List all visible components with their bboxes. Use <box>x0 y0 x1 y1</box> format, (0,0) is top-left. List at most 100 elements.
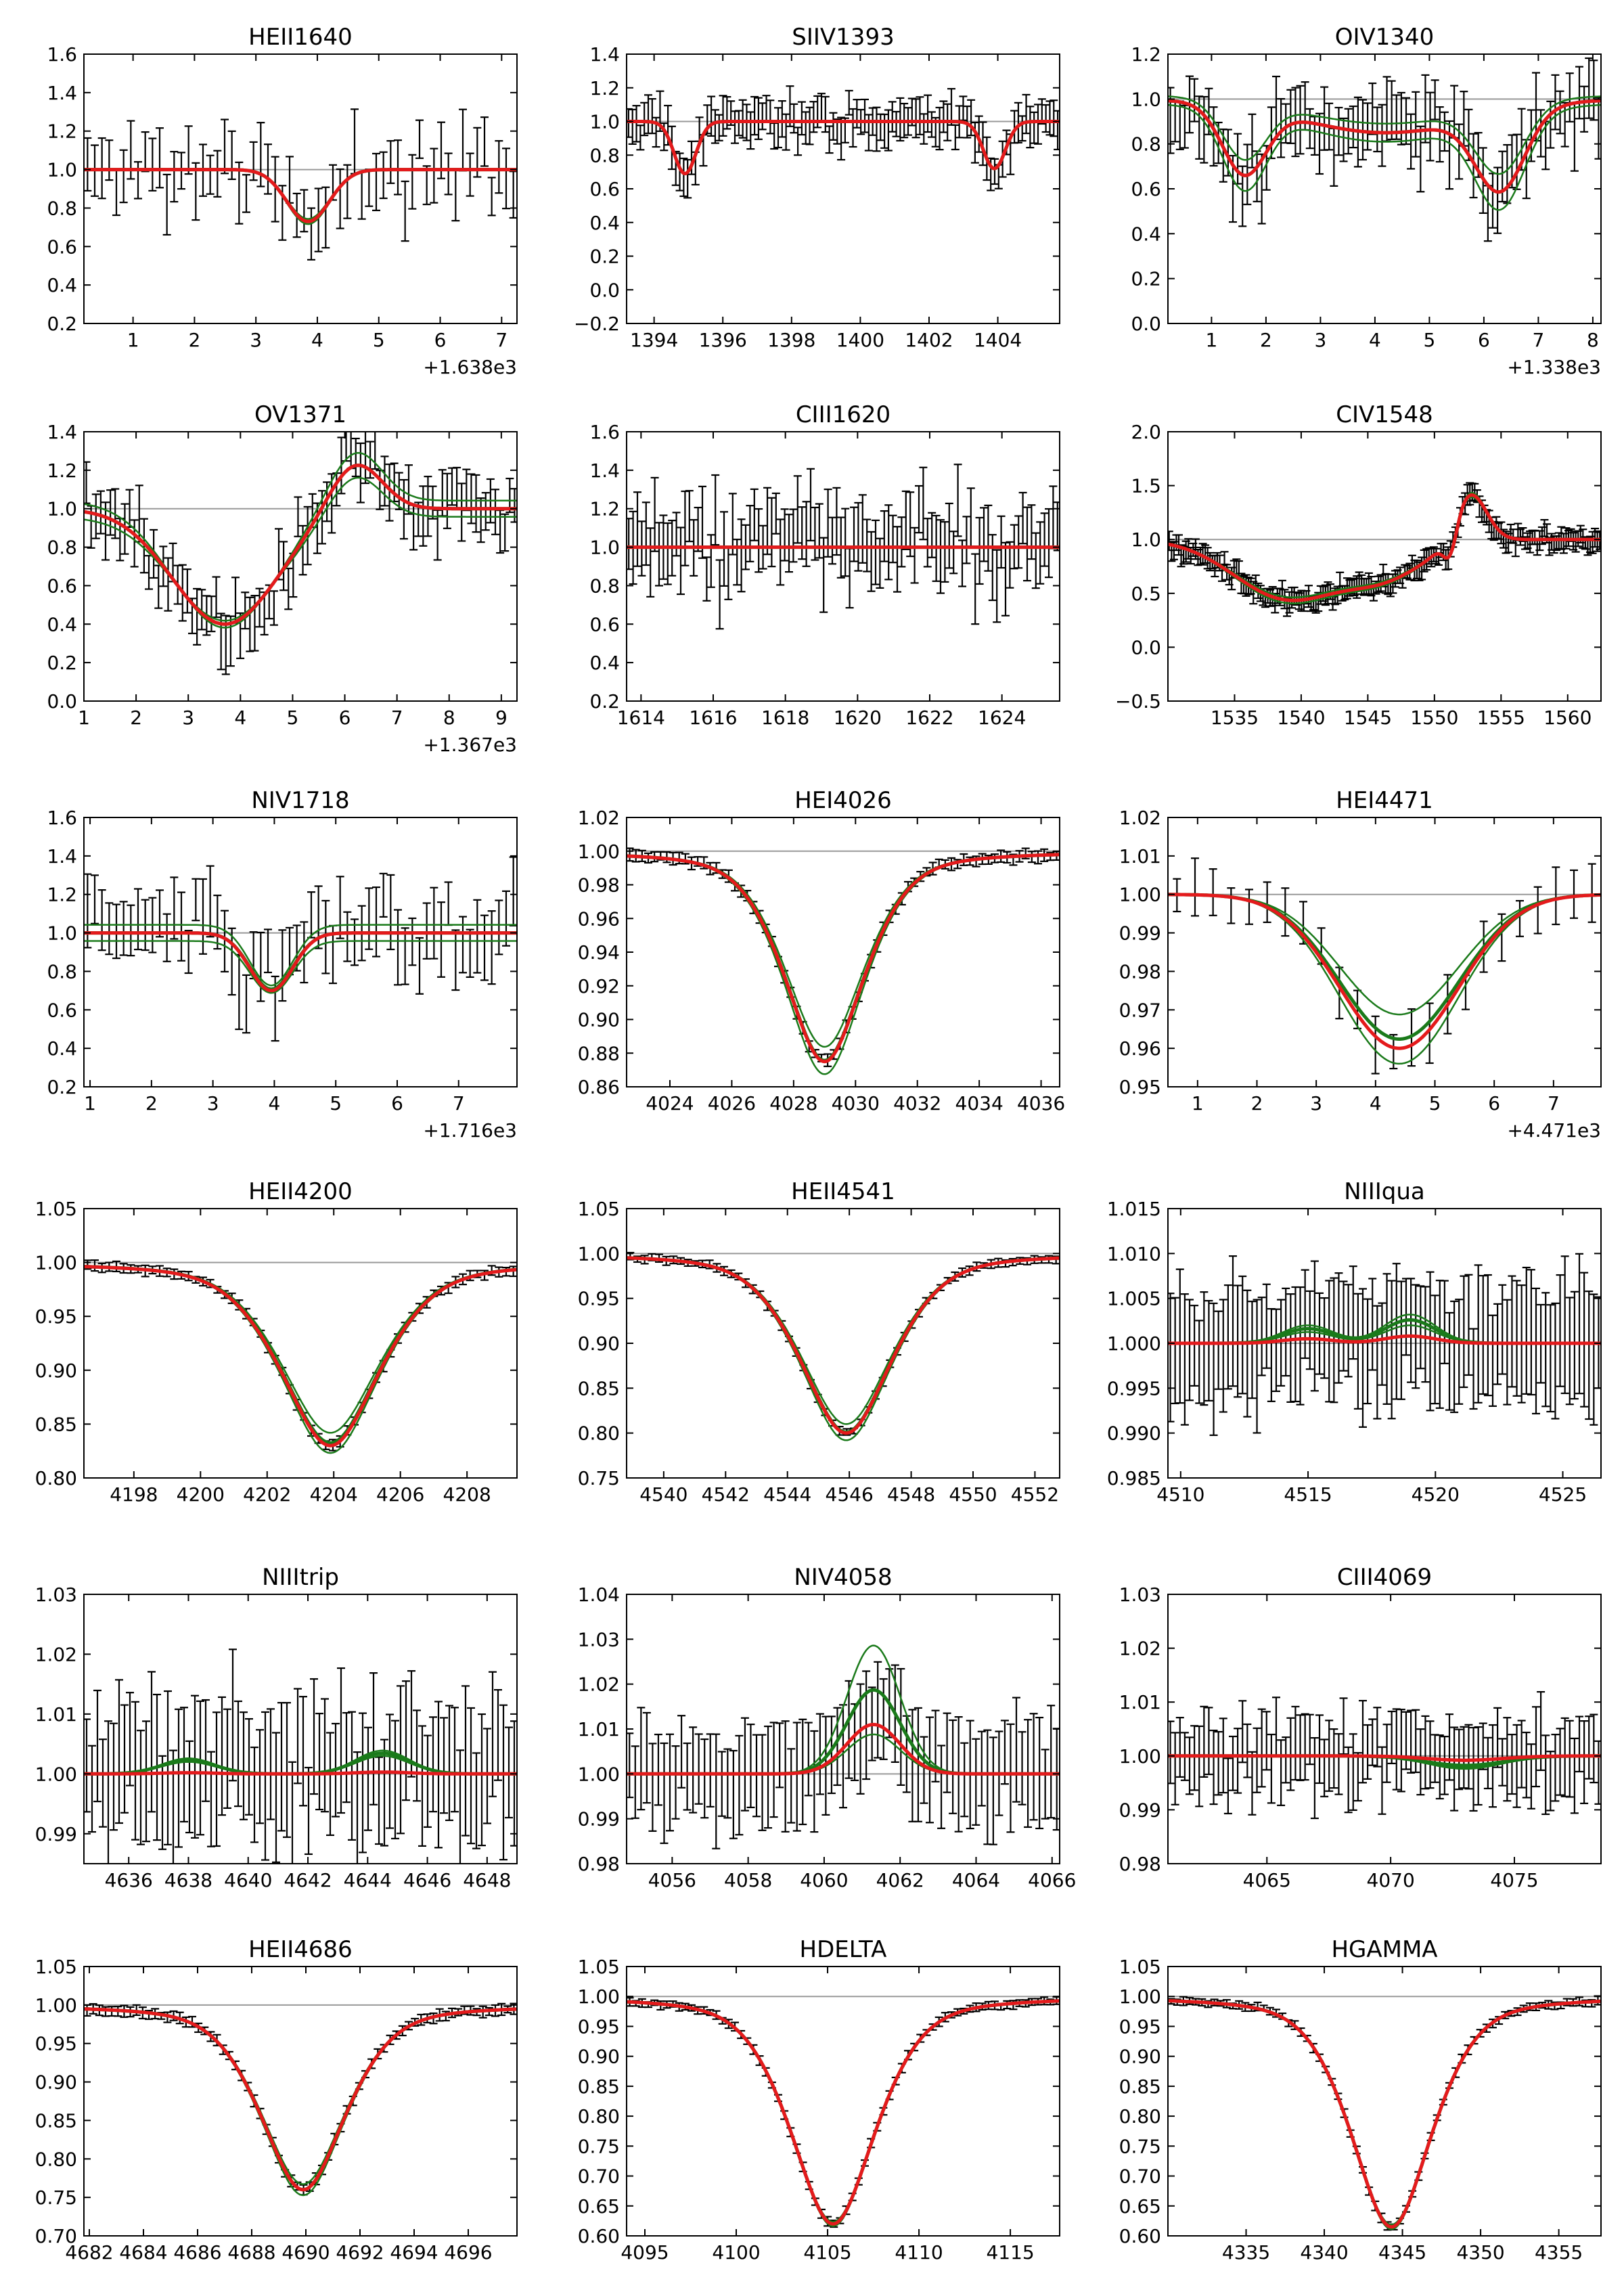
x-tick-label: 7 <box>453 1092 465 1115</box>
model-curve-best <box>84 464 517 626</box>
data-point <box>1594 1740 1601 1805</box>
model-curve-alt-mean <box>84 2007 517 2192</box>
y-tick-label: 0.80 <box>1119 2105 1161 2128</box>
data-point <box>1489 173 1497 229</box>
data-point <box>1334 1272 1343 1384</box>
data-point <box>937 519 945 594</box>
data-point <box>286 156 294 204</box>
data-point <box>357 171 366 220</box>
data-point <box>675 152 684 192</box>
data-point <box>1430 79 1439 120</box>
data-point <box>1324 581 1332 605</box>
data-point <box>380 455 389 507</box>
data-point <box>481 492 490 531</box>
data-point <box>872 519 880 585</box>
data-point <box>1368 1278 1377 1371</box>
data-point <box>928 512 937 558</box>
plot-area <box>1168 857 1601 1075</box>
axes-frame <box>1167 817 1602 1087</box>
data-point <box>1186 1736 1194 1795</box>
plot-area <box>1168 1253 1601 1436</box>
data-point <box>437 901 445 978</box>
x-tick-label: 6 <box>1478 329 1490 351</box>
data-point <box>666 1733 674 1832</box>
data-point <box>707 95 716 137</box>
model-curve-best <box>84 1770 517 1776</box>
y-tick-label: 0.8 <box>47 197 77 219</box>
y-tick-label: 1.00 <box>35 1994 77 2017</box>
plot-area <box>84 856 517 1042</box>
data-point <box>1570 1737 1579 1814</box>
data-point <box>267 1708 275 1820</box>
x-tick-label: 2 <box>145 1092 158 1115</box>
data-point <box>294 1688 302 1784</box>
data-point <box>1445 1713 1453 1781</box>
data-point <box>720 511 728 587</box>
x-tick-label: 1550 <box>1410 706 1458 729</box>
data-point <box>467 1707 475 1845</box>
y-tick-label: 1.6 <box>47 43 77 66</box>
y-tick-label: 0.75 <box>578 2135 620 2157</box>
x-tick-label: 9 <box>495 706 508 729</box>
x-tick-label: 4115 <box>986 2241 1034 2264</box>
data-point <box>837 116 846 161</box>
model-curve-alt <box>627 853 1060 1048</box>
data-point <box>1204 1300 1213 1401</box>
x-tick-label: 4546 <box>826 1483 874 1506</box>
data-point <box>1421 1715 1430 1790</box>
data-point <box>633 491 641 567</box>
data-point <box>269 590 278 626</box>
plot-area <box>84 1259 517 1454</box>
data-point <box>1474 1264 1483 1404</box>
data-point <box>711 474 720 546</box>
y-tick-label: 0.990 <box>1107 1422 1161 1445</box>
data-point <box>137 1730 145 1845</box>
x-tick-label: 4095 <box>621 2241 669 2264</box>
data-point <box>1168 1293 1175 1422</box>
data-point <box>213 894 222 950</box>
plot-area <box>627 847 1060 1075</box>
x-tick-label: 4345 <box>1378 2241 1426 2264</box>
data-point <box>972 1738 980 1826</box>
data-point <box>637 1707 646 1811</box>
data-point <box>1426 91 1435 162</box>
data-point <box>1412 1709 1420 1774</box>
data-point <box>1435 1280 1444 1409</box>
panel-title: SIIV1393 <box>792 24 894 51</box>
x-tick-label: 1402 <box>905 329 953 351</box>
data-point <box>833 118 842 145</box>
model-curve-best <box>84 1265 517 1447</box>
model-curve-best <box>627 1999 1060 2226</box>
data-point <box>1440 1280 1449 1364</box>
data-point <box>310 1678 318 1795</box>
y-tick-label: 0.99 <box>578 1808 620 1831</box>
data-point <box>844 1680 853 1779</box>
data-point <box>314 187 323 252</box>
data-point <box>394 472 403 510</box>
x-tick-label: 4028 <box>769 1092 817 1115</box>
y-tick-label: 1.02 <box>1119 1638 1161 1660</box>
y-tick-label: 1.2 <box>47 120 77 143</box>
x-tick-label: 4640 <box>224 1869 272 1891</box>
x-tick-label: 7 <box>391 706 403 729</box>
data-point <box>941 521 949 583</box>
data-point <box>413 1709 421 1802</box>
x-tick-label: 4198 <box>110 1483 158 1506</box>
data-point <box>510 1720 517 1847</box>
data-point <box>1551 74 1560 131</box>
x-tick-label: 1535 <box>1211 706 1259 729</box>
data-point <box>1556 1274 1564 1387</box>
data-point <box>911 98 920 139</box>
panel-title: HGAMMA <box>1331 1936 1437 1963</box>
data-point <box>162 913 171 962</box>
plot-area <box>627 1996 1060 2228</box>
x-tick-label: 4642 <box>284 1869 332 1891</box>
model-curve-best <box>627 120 1060 176</box>
data-point <box>249 141 258 181</box>
data-point <box>300 189 309 233</box>
data-point <box>1392 1263 1401 1400</box>
data-point <box>321 899 330 974</box>
y-tick-label: 1.000 <box>1107 1332 1161 1355</box>
panel-hei4026: HEI4026 4024 4026 4028 4030 4032 4034 4036 0.86 0… <box>578 787 1066 1115</box>
y-tick-label: 1.00 <box>35 1252 77 1274</box>
